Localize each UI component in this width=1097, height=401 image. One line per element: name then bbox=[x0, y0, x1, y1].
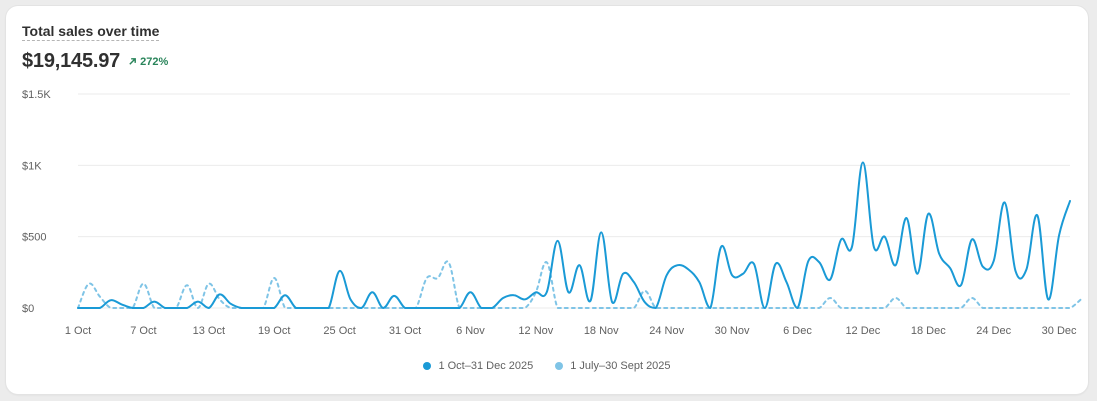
x-tick-label: 12 Nov bbox=[518, 325, 553, 337]
legend-label-previous: 1 July–30 Sept 2025 bbox=[570, 360, 671, 372]
total-sales-value: $19,145.97 bbox=[22, 50, 121, 72]
change-badge: 272% bbox=[128, 56, 168, 68]
series-line-current bbox=[77, 161, 1071, 309]
x-tick-label: 6 Dec bbox=[783, 325, 812, 337]
x-tick-label: 19 Oct bbox=[258, 325, 290, 337]
x-tick-label: 12 Dec bbox=[845, 325, 880, 337]
total-row: $19,145.97 272% bbox=[22, 50, 168, 73]
legend-dot-previous bbox=[555, 362, 564, 370]
x-tick-label: 18 Dec bbox=[911, 325, 946, 337]
x-tick-label: 18 Nov bbox=[584, 325, 619, 337]
chart-legend: 1 Oct–31 Dec 2025 1 July–30 Sept 2025 bbox=[6, 360, 1088, 372]
legend-label-current: 1 Oct–31 Dec 2025 bbox=[438, 360, 534, 372]
x-tick-label: 30 Nov bbox=[715, 325, 750, 337]
sales-over-time-card: Total sales over time $19,145.97 272% $0… bbox=[6, 6, 1088, 394]
y-tick-label: $0 bbox=[22, 303, 34, 315]
x-tick-label: 7 Oct bbox=[130, 325, 156, 337]
series-line-previous bbox=[77, 260, 1082, 309]
legend-item-current[interactable]: 1 Oct–31 Dec 2025 bbox=[423, 360, 533, 372]
x-tick-label: 13 Oct bbox=[193, 325, 225, 337]
x-tick-label: 31 Oct bbox=[389, 325, 421, 337]
y-tick-label: $500 bbox=[22, 232, 46, 244]
x-tick-label: 24 Dec bbox=[976, 325, 1011, 337]
x-tick-label: 1 Oct bbox=[65, 325, 91, 337]
change-percent: 272% bbox=[140, 55, 169, 68]
card-title[interactable]: Total sales over time bbox=[22, 23, 160, 41]
arrow-up-right-icon bbox=[129, 58, 137, 65]
legend-item-previous[interactable]: 1 July–30 Sept 2025 bbox=[555, 360, 671, 372]
x-tick-label: 6 Nov bbox=[456, 325, 485, 337]
x-tick-label: 24 Nov bbox=[649, 325, 684, 337]
x-tick-label: 25 Oct bbox=[323, 325, 355, 337]
sales-line-chart[interactable]: $0 $500 $1K $1.5K 1 Oct 7 Oct 13 Oct 19 Oct 25 O… bbox=[6, 6, 1088, 351]
x-tick-label: 30 Dec bbox=[1042, 325, 1077, 337]
legend-dot-current bbox=[423, 362, 432, 370]
y-tick-label: $1.5K bbox=[22, 89, 51, 101]
y-tick-label: $1K bbox=[22, 160, 42, 172]
